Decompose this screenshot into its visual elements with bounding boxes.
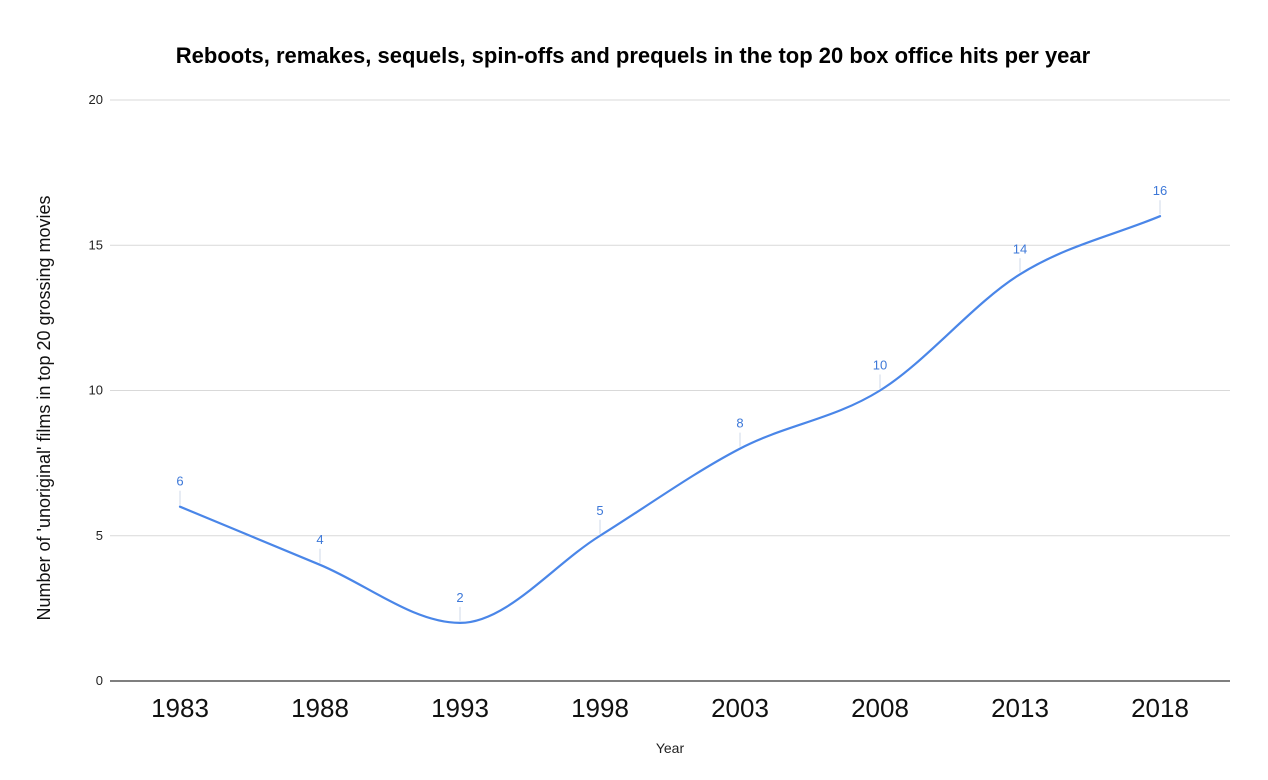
x-tick-label: 2018 xyxy=(1131,693,1189,723)
x-tick-label: 1993 xyxy=(431,693,489,723)
x-tick-label: 2013 xyxy=(991,693,1049,723)
data-label: 2 xyxy=(456,590,463,605)
y-tick-label: 0 xyxy=(96,673,103,688)
data-label: 16 xyxy=(1153,183,1167,198)
series-line xyxy=(178,215,1162,624)
y-axis-ticks: 0 5 10 15 20 xyxy=(89,92,103,688)
data-labels: 6 4 2 5 8 10 14 16 xyxy=(176,183,1167,621)
data-label: 8 xyxy=(736,416,743,431)
gridlines xyxy=(110,99,1230,537)
x-tick-label: 1998 xyxy=(571,693,629,723)
chart-title: Reboots, remakes, sequels, spin-offs and… xyxy=(176,43,1091,68)
y-tick-label: 20 xyxy=(89,92,103,107)
data-label: 10 xyxy=(873,358,887,373)
x-tick-label: 2003 xyxy=(711,693,769,723)
x-axis-ticks: 1983 1988 1993 1998 2003 2008 2013 2018 xyxy=(151,693,1189,723)
x-tick-label: 2008 xyxy=(851,693,909,723)
x-tick-label: 1988 xyxy=(291,693,349,723)
data-label: 6 xyxy=(176,474,183,489)
y-tick-label: 15 xyxy=(89,237,103,252)
y-axis-label: Number of 'unoriginal' films in top 20 g… xyxy=(34,195,54,620)
y-tick-label: 10 xyxy=(89,383,103,398)
data-label: 4 xyxy=(316,532,323,547)
x-tick-label: 1983 xyxy=(151,693,209,723)
data-label: 14 xyxy=(1013,241,1027,256)
y-tick-label: 5 xyxy=(96,528,103,543)
data-label: 5 xyxy=(596,503,603,518)
x-axis-label: Year xyxy=(656,740,685,756)
